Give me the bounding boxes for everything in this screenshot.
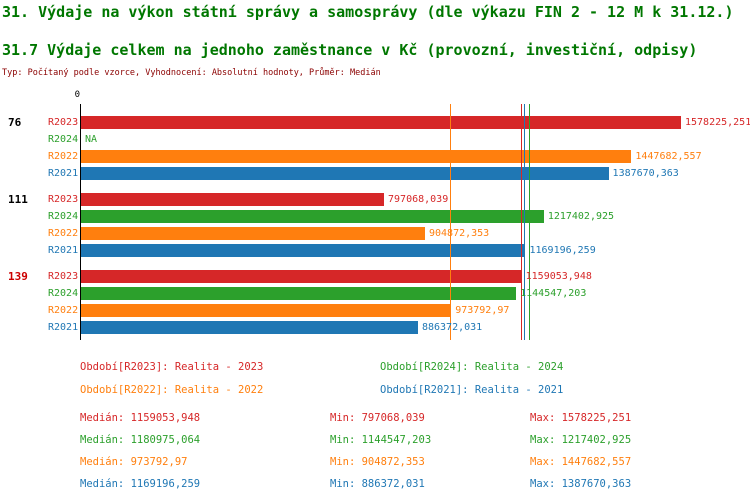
stat-median-r2021: Medián: 1169196,259 <box>80 478 201 490</box>
chart-meta-line: Typ: Počítaný podle vzorce, Vyhodnocení:… <box>2 68 381 78</box>
stat-median-r2023: Medián: 1159053,948 <box>80 412 201 424</box>
stat-max-r2021: Max: 1387670,363 <box>530 478 632 490</box>
stat-min-r2022: Min: 904872,353 <box>330 456 425 468</box>
stat-median-r2022: Medián: 973792,97 <box>80 456 188 468</box>
bar-series-label: R2022 <box>48 305 79 316</box>
bar-R2021 <box>81 321 418 334</box>
bar-R2021 <box>81 167 609 180</box>
median-line-R2021 <box>524 104 526 340</box>
bar-R2024 <box>81 210 544 223</box>
group-label-139: 139 <box>8 270 28 283</box>
stat-min-r2024: Min: 1144547,203 <box>330 434 432 446</box>
median-line-R2023 <box>520 104 522 340</box>
bar-series-label: R2022 <box>48 228 79 239</box>
bar-value-label: 904872,353 <box>429 228 490 239</box>
bar-series-label: R2021 <box>48 245 79 256</box>
bar-series-label: R2024 <box>48 288 79 299</box>
bar-R2023 <box>81 116 681 129</box>
x-axis-origin-label: 0 <box>74 90 80 100</box>
bar-value-label: 886372,031 <box>421 322 483 333</box>
bar-value-label: 1217402,925 <box>547 211 615 222</box>
bar-value-label: 1144547,203 <box>520 288 587 299</box>
legend-item-r2024: Období[R2024]: Realita - 2024 <box>380 361 564 373</box>
stat-max-r2024: Max: 1217402,925 <box>530 434 632 446</box>
bar-R2022 <box>81 150 632 163</box>
stat-max-r2022: Max: 1447682,557 <box>530 456 632 468</box>
bar-value-label: 1578225,251 <box>685 117 750 128</box>
bar-R2022 <box>81 304 452 317</box>
bar-value-label: 1387670,363 <box>612 168 679 179</box>
bar-value-label: 797068,039 <box>388 194 449 205</box>
bar-value-label: 1447682,557 <box>635 151 702 162</box>
bar-series-label: R2024 <box>48 134 79 145</box>
bar-series-label: R2023 <box>48 194 79 205</box>
stat-min-r2023: Min: 797068,039 <box>330 412 425 424</box>
bar-value-label: 1159053,948 <box>525 271 592 282</box>
bar-R2023 <box>81 193 385 206</box>
legend-item-r2022: Období[R2022]: Realita - 2022 <box>80 384 264 396</box>
bar-value-label: 973792,97 <box>455 305 510 316</box>
bar-series-label: R2021 <box>48 168 79 179</box>
bar-R2024 <box>81 287 517 300</box>
stat-max-r2023: Max: 1578225,251 <box>530 412 632 424</box>
bar-series-label: R2021 <box>48 322 79 333</box>
group-label-111: 111 <box>8 193 28 206</box>
median-line-R2024 <box>528 104 530 340</box>
chart-subtitle: 31.7 Výdaje celkem na jednoho zaměstnanc… <box>2 41 698 59</box>
bar-R2023 <box>81 270 522 283</box>
bar-value-label: NA <box>85 134 98 145</box>
stat-median-r2024: Medián: 1180975,064 <box>80 434 201 446</box>
bar-series-label: R2023 <box>48 117 79 128</box>
bar-series-label: R2022 <box>48 151 79 162</box>
bar-series-label: R2024 <box>48 211 79 222</box>
page-title: 31. Výdaje na výkon státní správy a samo… <box>2 3 734 21</box>
bar-value-label: 1169196,259 <box>529 245 596 256</box>
bar-R2021 <box>81 244 526 257</box>
y-axis-line <box>80 104 81 340</box>
median-line-R2022 <box>450 104 452 340</box>
group-label-76: 76 <box>8 116 22 129</box>
legend-item-r2021: Období[R2021]: Realita - 2021 <box>380 384 564 396</box>
stat-min-r2021: Min: 886372,031 <box>330 478 425 490</box>
bar-R2022 <box>81 227 425 240</box>
legend-item-r2023: Období[R2023]: Realita - 2023 <box>80 361 264 373</box>
bar-series-label: R2023 <box>48 271 79 282</box>
